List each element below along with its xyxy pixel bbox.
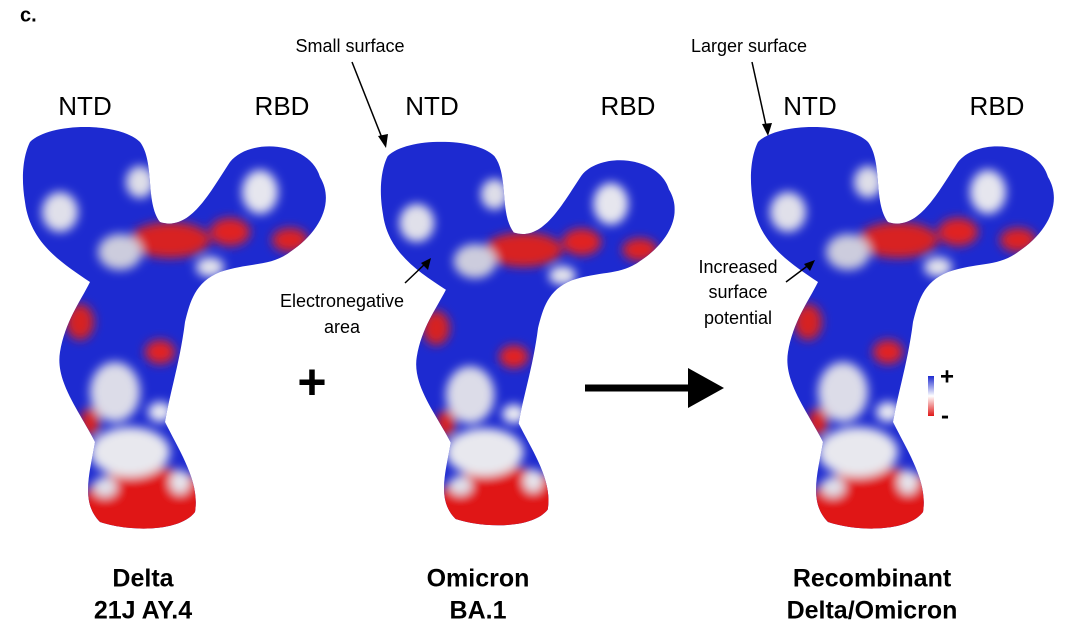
rbd-label: RBD <box>255 91 310 121</box>
recombinant-surface <box>738 112 1068 547</box>
structure-name: Delta <box>112 565 174 593</box>
panel-label: c. <box>20 4 37 26</box>
legend-plus: + <box>940 363 954 390</box>
arrow-head <box>378 134 388 148</box>
plus-operator: + <box>297 354 326 410</box>
structure-name: Omicron <box>427 565 530 593</box>
legend-bar <box>928 376 934 416</box>
big-arrow-head <box>688 368 724 408</box>
structure-name: BA.1 <box>450 597 507 625</box>
arrow-head <box>804 260 815 271</box>
annotation: surface <box>708 282 767 302</box>
annotation: potential <box>704 308 772 328</box>
annotation-arrow <box>351 61 385 144</box>
ntd-label: NTD <box>783 91 836 121</box>
annotation: Larger surface <box>691 36 807 56</box>
annotation: Electronegative <box>280 291 404 311</box>
omicron-surface <box>368 127 688 542</box>
structure-name: Delta/Omicron <box>787 597 958 625</box>
structure-name: Recombinant <box>793 565 952 593</box>
annotation-arrow <box>404 261 428 284</box>
annotation-arrow <box>751 61 768 131</box>
ntd-label: NTD <box>405 91 458 121</box>
ntd-label: NTD <box>58 91 111 121</box>
delta-surface <box>10 112 340 547</box>
structure-name: 21J AY.4 <box>94 597 192 625</box>
rbd-label: RBD <box>970 91 1025 121</box>
annotation: area <box>324 317 361 337</box>
annotation-arrow <box>785 263 811 283</box>
arrow-head <box>421 258 431 270</box>
annotation: Small surface <box>295 36 404 56</box>
annotation: Increased <box>698 257 777 277</box>
rbd-label: RBD <box>601 91 656 121</box>
arrow-head <box>762 123 772 136</box>
legend-minus: - <box>941 402 949 429</box>
